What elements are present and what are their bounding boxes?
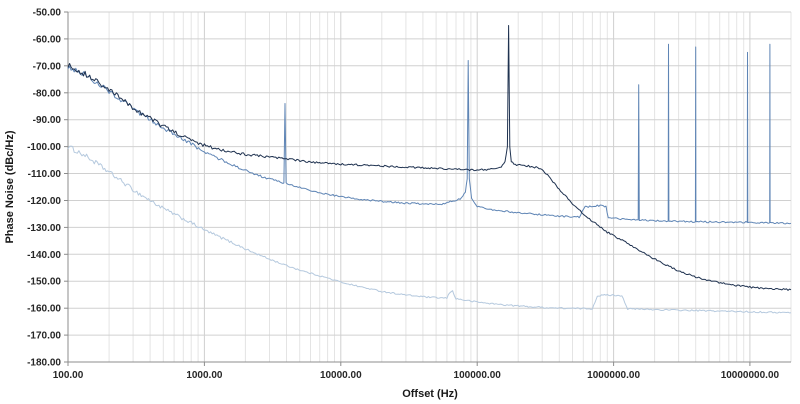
x-tick-label: 1000000.00 — [587, 370, 640, 381]
trace-dark-navy — [67, 25, 792, 291]
y-tick-label: -100.00 — [27, 142, 61, 153]
x-tick-label: 100000.00 — [454, 370, 502, 381]
y-tick-label: -140.00 — [27, 250, 61, 261]
y-tick-label: -150.00 — [27, 277, 61, 288]
x-tick-label: 100.00 — [53, 370, 84, 381]
y-tick-label: -160.00 — [27, 304, 61, 315]
y-tick-label: -170.00 — [27, 331, 61, 342]
y-tick-label: -130.00 — [27, 223, 61, 234]
y-tick-label: -90.00 — [33, 115, 62, 126]
x-tick-label: 1000.00 — [186, 370, 223, 381]
y-axis-title: Phase Noise (dBc/Hz) — [4, 130, 16, 243]
data-traces — [67, 25, 792, 314]
trace-light-blue — [67, 145, 792, 314]
y-tick-label: -120.00 — [27, 196, 61, 207]
x-tick-label: 10000.00 — [320, 370, 362, 381]
y-tick-label: -70.00 — [33, 61, 62, 72]
axes — [64, 11, 791, 366]
y-tick-label: -60.00 — [33, 34, 62, 45]
tick-labels: -50.00 -60.00 -70.00 -80.00 -90.00 -100.00 -11… — [27, 8, 779, 382]
gridlines — [68, 11, 792, 362]
x-axis-title: Offset (Hz) — [402, 388, 458, 400]
y-tick-label: -80.00 — [33, 88, 62, 99]
y-tick-label: -180.00 — [27, 358, 61, 369]
y-tick-label: -50.00 — [33, 8, 62, 19]
y-tick-label: -110.00 — [28, 169, 62, 180]
trace-medium-blue — [67, 43, 792, 225]
x-tick-label: 10000000.00 — [721, 370, 780, 381]
